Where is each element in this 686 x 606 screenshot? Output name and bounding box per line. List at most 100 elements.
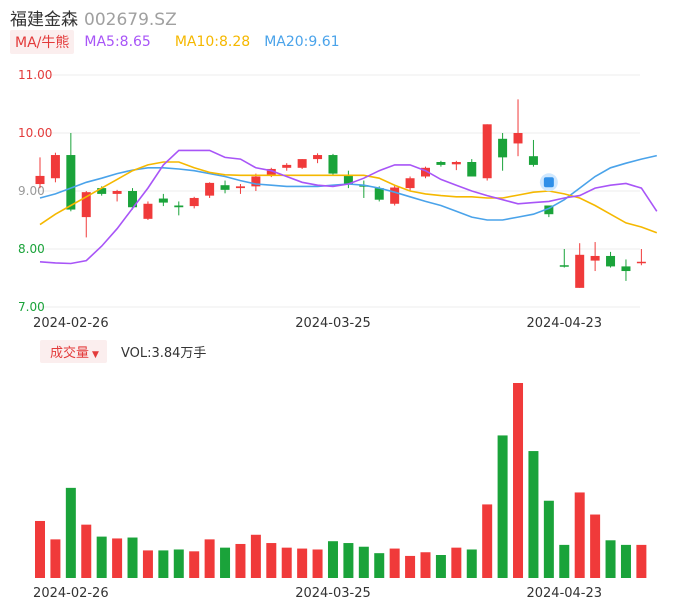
candle-body	[189, 197, 199, 207]
candle-body	[421, 167, 430, 177]
candle-body	[498, 138, 508, 158]
volume-bar	[35, 520, 45, 578]
candle-body	[482, 124, 492, 179]
volume-x-tick-label: 2024-04-23	[526, 586, 602, 601]
volume-bar	[250, 534, 261, 578]
volume-bar	[220, 547, 231, 578]
volume-bar	[590, 514, 601, 578]
x-tick-label: 2024-03-25	[295, 316, 371, 331]
volume-toggle-button[interactable]: 成交量 ▼	[40, 339, 107, 363]
candle-body	[405, 178, 415, 189]
candle-body	[266, 168, 276, 175]
candle-body	[297, 159, 307, 168]
y-tick-label: 8.00	[18, 242, 45, 256]
volume-bar	[405, 555, 416, 578]
candle-body	[436, 162, 446, 165]
volume-bar	[312, 549, 323, 578]
candle-body	[205, 182, 215, 196]
volume-legend: 成交量 ▼ VOL:3.84万手	[40, 339, 207, 363]
volume-bar	[420, 552, 431, 578]
x-tick-label: 2024-02-26	[33, 316, 109, 331]
y-tick-label: 11.00	[18, 68, 52, 82]
volume-x-tick-label: 2024-02-26	[33, 586, 109, 601]
volume-bar	[50, 539, 61, 578]
volume-bar	[266, 543, 277, 578]
volume-bar	[543, 500, 554, 578]
volume-toggle-label: 成交量	[50, 345, 90, 361]
volume-bar	[158, 550, 169, 578]
ma5-line	[39, 149, 658, 265]
candle-body	[528, 156, 538, 165]
volume-bar	[65, 487, 76, 578]
volume-bar	[142, 550, 153, 578]
candle-body	[467, 162, 477, 177]
candle-body	[50, 155, 60, 179]
candle-body	[559, 265, 569, 267]
ma20-label: MA20:9.61	[264, 34, 340, 50]
candle-body	[81, 192, 91, 218]
caret-down-icon: ▼	[92, 349, 99, 360]
candle-body	[282, 164, 292, 168]
volume-bar	[81, 524, 92, 578]
volume-bar	[559, 544, 570, 578]
ma10-label: MA10:8.28	[174, 34, 251, 50]
candle-body	[513, 133, 523, 144]
candle-body	[544, 205, 554, 215]
volume-bar	[204, 539, 215, 578]
volume-bar	[374, 553, 385, 578]
candle-body	[251, 176, 261, 187]
candle-body	[451, 162, 461, 165]
volume-bar	[389, 548, 400, 578]
candle-body	[66, 155, 76, 210]
ma-toggle-button[interactable]: MA/牛熊	[10, 30, 75, 54]
volume-bar	[513, 383, 524, 578]
candle-body	[235, 186, 245, 189]
candle-body	[636, 261, 646, 264]
volume-bar	[528, 451, 539, 578]
volume-bar	[620, 544, 631, 578]
volume-bar	[605, 540, 616, 578]
volume-bar	[636, 544, 647, 578]
candle-body	[606, 255, 616, 267]
y-tick-label: 9.00	[18, 184, 45, 198]
candle-body	[112, 191, 122, 194]
candle-body	[390, 187, 400, 204]
candle-body	[97, 188, 107, 194]
candle-body	[575, 254, 585, 288]
candle-body	[621, 266, 631, 272]
volume-bar	[297, 548, 308, 578]
volume-bar	[343, 543, 354, 578]
volume-bar	[466, 549, 477, 578]
candle-body	[174, 205, 184, 208]
volume-bar	[189, 551, 200, 578]
stock-title: 福建金森 002679.SZ	[10, 5, 177, 30]
candle-body	[343, 174, 353, 185]
stock-code: 002679.SZ	[84, 10, 177, 30]
ma5-label: MA5:8.65	[84, 34, 151, 50]
volume-bar	[235, 543, 246, 578]
y-tick-label: 7.00	[18, 300, 45, 314]
volume-bar	[497, 435, 508, 578]
volume-value-label: VOL:3.84万手	[120, 345, 207, 361]
candle-body	[590, 255, 600, 261]
volume-bar	[281, 547, 292, 578]
signal-marker-icon-core	[543, 177, 554, 188]
x-tick-label: 2024-04-23	[526, 316, 602, 331]
candle-body	[220, 185, 230, 190]
volume-bar	[173, 549, 184, 578]
candle-body	[158, 198, 168, 203]
volume-bar	[127, 537, 138, 578]
y-tick-label: 10.00	[18, 126, 52, 140]
volume-bar	[327, 541, 338, 578]
volume-bar	[482, 504, 493, 578]
volume-bar	[96, 536, 107, 578]
candle-body	[374, 188, 384, 200]
stock-name: 福建金森	[10, 10, 78, 30]
candle-body	[35, 175, 45, 185]
volume-bar	[435, 555, 446, 578]
volume-bar	[574, 492, 585, 578]
candle-body	[128, 191, 138, 208]
candle-body	[143, 203, 153, 219]
volume-bar	[112, 538, 123, 578]
